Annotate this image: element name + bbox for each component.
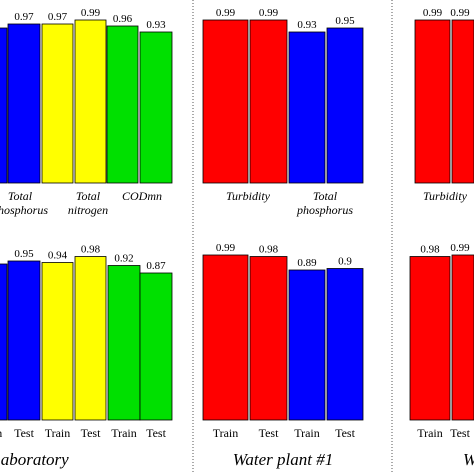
group-label: Water plant #1 bbox=[233, 450, 333, 469]
bar bbox=[41, 262, 74, 421]
category-label: CODmn bbox=[122, 189, 162, 203]
x-tick-label: Test bbox=[81, 426, 101, 440]
group-label: Water plant #2 bbox=[463, 450, 474, 469]
x-tick-label: Train bbox=[45, 426, 71, 440]
value-label: 0.96 bbox=[113, 13, 133, 25]
bar bbox=[106, 25, 139, 184]
bar bbox=[414, 19, 451, 184]
bar bbox=[451, 19, 474, 184]
value-label: 0.99 bbox=[81, 7, 101, 19]
value-label: 0.9 bbox=[338, 256, 352, 268]
x-tick-label: Test bbox=[335, 426, 355, 440]
bar bbox=[107, 265, 141, 421]
x-tick-label: Test bbox=[259, 426, 279, 440]
bar bbox=[41, 23, 74, 184]
x-tick-label: Train bbox=[213, 426, 239, 440]
category-label: Total bbox=[313, 189, 338, 203]
value-label: 0.97 bbox=[48, 11, 68, 23]
x-tick-label: Test bbox=[146, 426, 166, 440]
value-label: 0.92 bbox=[114, 253, 133, 265]
bar bbox=[139, 31, 173, 184]
bar bbox=[451, 254, 474, 421]
value-label: 0.95 bbox=[335, 15, 355, 27]
x-tick-label: Train bbox=[294, 426, 320, 440]
value-label: 0.95 bbox=[14, 248, 34, 260]
category-label: phosphorus bbox=[296, 203, 353, 217]
category-label: Turbidity bbox=[226, 189, 271, 203]
bar bbox=[288, 269, 326, 421]
group-label: Laboratory bbox=[0, 450, 69, 469]
bar bbox=[202, 254, 249, 421]
category-label: phosphorus bbox=[0, 203, 48, 217]
value-label: 0.99 bbox=[423, 7, 443, 19]
x-tick-label: Train bbox=[0, 426, 2, 440]
bar bbox=[7, 23, 41, 184]
value-label: 0.99 bbox=[450, 242, 470, 254]
value-label: 0.94 bbox=[48, 250, 68, 262]
bar bbox=[409, 256, 451, 421]
bar bbox=[249, 19, 288, 184]
bar bbox=[326, 27, 364, 184]
value-label: 0.98 bbox=[81, 244, 101, 256]
bar bbox=[249, 256, 288, 421]
category-label: Total bbox=[8, 189, 33, 203]
value-label: 0.93 bbox=[146, 19, 166, 31]
value-label: 0.97 bbox=[14, 11, 34, 23]
value-label: 0.87 bbox=[146, 260, 166, 272]
value-label: 0.99 bbox=[259, 7, 279, 19]
value-label: 0.98 bbox=[259, 244, 279, 256]
bar bbox=[288, 31, 326, 184]
category-label: Total bbox=[76, 189, 101, 203]
category-label: Turbidity bbox=[423, 189, 468, 203]
x-tick-label: Train bbox=[417, 426, 443, 440]
value-label: 0.99 bbox=[450, 7, 470, 19]
value-label: 0.99 bbox=[216, 7, 236, 19]
category-label: nitrogen bbox=[68, 203, 108, 217]
x-tick-label: Test bbox=[450, 426, 470, 440]
x-tick-label: Train bbox=[111, 426, 137, 440]
bar bbox=[7, 260, 41, 421]
bar bbox=[74, 256, 107, 421]
value-label: 0.99 bbox=[216, 242, 236, 254]
bar bbox=[74, 19, 107, 184]
bar bbox=[326, 268, 364, 421]
bar bbox=[139, 272, 173, 421]
x-tick-label: Test bbox=[14, 426, 34, 440]
value-label: 0.89 bbox=[297, 257, 317, 269]
bar bbox=[202, 19, 249, 184]
value-label: 0.93 bbox=[297, 19, 317, 31]
bar bbox=[0, 27, 8, 184]
bar bbox=[0, 263, 8, 421]
value-label: 0.98 bbox=[420, 244, 440, 256]
